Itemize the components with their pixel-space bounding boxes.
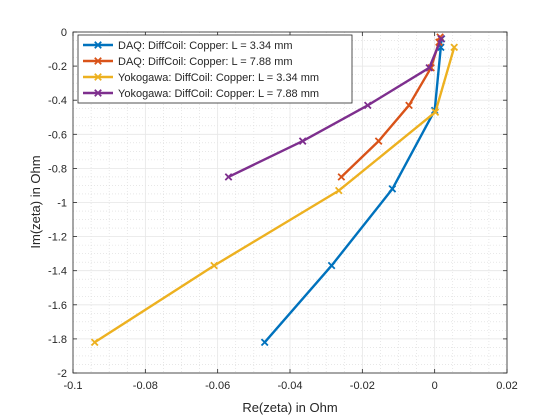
x-tick-label: -0.06 <box>205 380 230 392</box>
legend-entry: Yokogawa: DiffCoil: Copper: L = 3.34 mm <box>83 72 319 84</box>
data-point <box>298 137 307 145</box>
marker-stroke <box>427 63 435 72</box>
marker-stroke <box>327 261 336 270</box>
data-point <box>260 338 269 347</box>
y-tick-labels: -2 -1.8 -1.6 -1.4 -1.2 -1 -0.8 -0.6 -0.4 -0.2 0 <box>48 27 67 380</box>
data-point <box>405 101 413 110</box>
data-point <box>450 43 459 52</box>
marker-stroke <box>405 101 413 110</box>
y-tick-label: -1.4 <box>48 266 67 278</box>
x-tick-label: 0 <box>432 380 438 392</box>
y-tick-label: -1.2 <box>48 232 67 244</box>
data-point <box>437 34 446 43</box>
legend-entry: Yokogawa: DiffCoil: Copper: L = 7.88 mm <box>83 88 319 100</box>
x-tick-label: -0.1 <box>64 380 83 392</box>
marker-stroke <box>363 101 372 110</box>
marker-stroke <box>425 63 434 72</box>
legend-marker <box>94 73 102 81</box>
marker-stroke <box>431 108 440 116</box>
x-tick-label: -0.02 <box>350 380 375 392</box>
marker-stroke <box>94 41 102 49</box>
data-point <box>334 186 343 195</box>
x-tick-label: -0.04 <box>277 380 302 392</box>
data-point <box>224 173 233 181</box>
x-tick-labels: -0.1 -0.08 -0.06 -0.04 -0.02 0 0.02 <box>64 380 518 392</box>
legend-label: Yokogawa: DiffCoil: Copper: L = 7.88 mm <box>118 88 319 100</box>
data-point <box>374 137 383 145</box>
data-point <box>327 261 336 270</box>
y-tick-label: -0.8 <box>48 163 67 175</box>
marker-stroke <box>94 73 102 81</box>
legend-entries: DAQ: DiffCoil: Copper: L = 3.34 mm DAQ: D… <box>83 40 319 100</box>
data-point <box>388 185 397 193</box>
marker-stroke <box>210 261 218 270</box>
legend-label: DAQ: DiffCoil: Copper: L = 3.34 mm <box>118 40 293 52</box>
x-axis-label: Re(zeta) in Ohm <box>242 400 337 415</box>
legend-label: DAQ: DiffCoil: Copper: L = 7.88 mm <box>118 56 293 68</box>
data-point <box>90 338 99 347</box>
legend-entry: DAQ: DiffCoil: Copper: L = 3.34 mm <box>83 40 293 52</box>
y-tick-label: -1 <box>57 198 67 210</box>
legend: DAQ: DiffCoil: Copper: L = 3.34 mm DAQ: D… <box>77 34 353 104</box>
marker-stroke <box>374 137 383 145</box>
marker-stroke <box>224 173 233 181</box>
y-tick-label: -1.8 <box>48 334 67 346</box>
marker-stroke <box>436 43 445 52</box>
legend-marker <box>94 57 102 65</box>
x-tick-label: 0.02 <box>496 380 517 392</box>
marker-stroke <box>94 57 102 65</box>
series-4 <box>224 34 446 181</box>
series-layer <box>90 33 459 347</box>
y-tick-label: 0 <box>61 27 67 39</box>
marker-stroke <box>260 338 269 347</box>
data-point <box>425 63 434 72</box>
y-tick-label: -1.6 <box>48 300 67 312</box>
marker-stroke <box>334 186 343 195</box>
data-point <box>210 261 218 270</box>
legend-marker <box>94 89 102 97</box>
legend-entry: DAQ: DiffCoil: Copper: L = 7.88 mm <box>83 56 293 68</box>
x-tick-label: -0.08 <box>133 380 158 392</box>
data-point <box>363 101 372 110</box>
series-line <box>263 38 443 344</box>
series-3 <box>90 43 459 347</box>
y-tick-label: -0.4 <box>48 95 67 107</box>
marker-stroke <box>388 185 397 193</box>
axis-ticks <box>72 31 508 374</box>
legend-label: Yokogawa: DiffCoil: Copper: L = 3.34 mm <box>118 72 319 84</box>
y-tick-label: -2 <box>57 368 67 380</box>
legend-marker <box>94 41 102 49</box>
marker-stroke <box>298 137 307 145</box>
y-axis-label: Im(zeta) in Ohm <box>28 155 43 248</box>
marker-stroke <box>337 173 346 181</box>
marker-stroke <box>90 338 99 347</box>
data-point <box>337 173 346 181</box>
marker-stroke <box>437 34 446 43</box>
y-tick-label: -0.6 <box>48 129 67 141</box>
data-point <box>431 108 440 116</box>
legend-box <box>77 34 353 104</box>
marker-stroke <box>94 89 102 97</box>
y-tick-label: -0.2 <box>48 61 67 73</box>
marker-stroke <box>450 43 459 52</box>
